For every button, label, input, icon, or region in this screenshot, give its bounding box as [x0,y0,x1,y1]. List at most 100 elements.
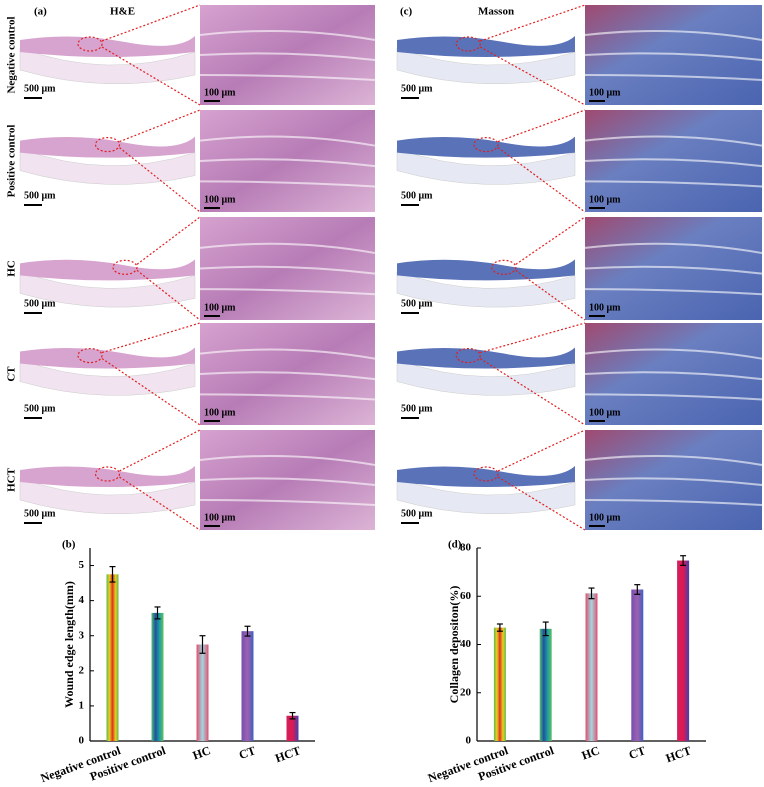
tissue-underlayer [396,270,576,308]
y-tick-label: 3 [79,629,85,641]
tissue-underlayer [19,148,196,185]
bar [196,644,209,741]
zoom-connector [480,322,586,354]
y-tick-label: 40 [460,638,472,650]
zoom-image [200,430,375,530]
tissue-underlayer [396,477,576,515]
scale-label: 500 μm [401,298,433,309]
y-tick-label: 80 [460,542,472,554]
tissue-underlayer [19,47,196,85]
scale-label: 500 μm [24,298,56,309]
tissue-underlayer [396,359,576,396]
zoom-connector [101,4,201,42]
y-tick-label: 0 [466,735,472,747]
zoom-connector [480,4,586,42]
row-label: CT [6,366,18,382]
x-tick-label: CT [627,743,647,762]
scale-label: 100 μm [204,407,236,418]
zoom-connector [101,46,201,106]
zoom-image [585,323,762,425]
tissue-section [20,36,195,57]
y-tick-label: 60 [460,590,472,602]
row-label: Negative control [6,16,18,93]
y-tick-label: 5 [79,559,85,571]
tissue-fiber [584,180,763,188]
scale-label: 500 μm [24,83,56,94]
tissue-fiber [584,158,763,168]
zoom-connector [497,429,586,472]
scale-label: 100 μm [204,194,236,205]
bar [631,589,644,741]
tissue-fiber [199,135,376,147]
panel-label: (d) [448,539,462,551]
tissue-fiber [199,158,376,168]
scale-label: 100 μm [204,512,236,523]
tissue-section [20,347,195,369]
scale-label: 100 μm [204,87,236,98]
region-marker [455,347,481,364]
zoom-image [200,110,375,212]
zoom-connector [101,322,201,354]
y-tick-label: 20 [460,686,472,698]
tissue-fiber [584,288,763,296]
bar [151,612,164,741]
zoom-connector [479,358,586,426]
region-marker [491,259,517,275]
zoom-connector [136,216,201,265]
bar [241,631,254,741]
y-axis-label: Collagen depositon(%) [447,586,461,704]
region-marker [112,259,138,275]
panel-label: (b) [62,539,76,551]
zoom-image [585,217,762,320]
tissue-underlayer [19,477,196,515]
scale-label: 500 μm [401,190,433,201]
tissue-fiber [199,242,376,255]
tissue-fiber [584,371,763,381]
region-marker [94,137,121,153]
tissue-fiber [584,499,763,506]
tissue-fiber [584,242,763,255]
y-tick-label: 4 [79,594,85,606]
row-label: HC [6,260,18,277]
scale-label: 500 μm [24,190,56,201]
bar [493,627,506,741]
tissue-section [397,259,575,281]
tissue-fiber [199,371,376,381]
zoom-image [585,430,762,530]
scale-label: 100 μm [204,302,236,313]
panel-label: (c) [400,6,413,18]
tissue-fiber [584,265,763,275]
tissue-section [20,136,195,158]
row-label: HCT [6,467,18,492]
scale-label: 500 μm [401,83,433,94]
x-tick-label: CT [237,743,257,762]
zoom-connector [119,429,201,472]
scale-label: 500 μm [24,508,56,519]
tissue-section [397,36,575,57]
tissue-fiber [199,180,376,188]
tissue-fiber [584,348,763,360]
zoom-connector [119,476,201,531]
scale-label: 100 μm [589,302,621,313]
zoom-image [200,323,375,425]
zoom-connector [497,476,586,531]
y-tick-label: 1 [79,699,85,711]
tissue-fiber [199,52,376,61]
panel-title: H&E [110,6,135,18]
bar [106,574,119,741]
panel-title: Masson [478,6,514,18]
scale-label: 100 μm [589,87,621,98]
scale-label: 500 μm [401,403,433,414]
tissue-fiber [199,477,376,486]
y-tick-label: 2 [79,664,85,676]
x-tick-label: HCT [664,743,693,765]
bar [677,560,690,741]
x-tick-label: HC [191,743,213,762]
tissue-section [20,466,195,487]
x-tick-label: HC [580,743,602,762]
y-axis-label: Wound edge length(mm) [62,581,76,708]
region-marker [473,466,499,482]
tissue-fiber [199,74,376,81]
panel-label: (a) [34,6,47,18]
tissue-fiber [584,455,763,466]
